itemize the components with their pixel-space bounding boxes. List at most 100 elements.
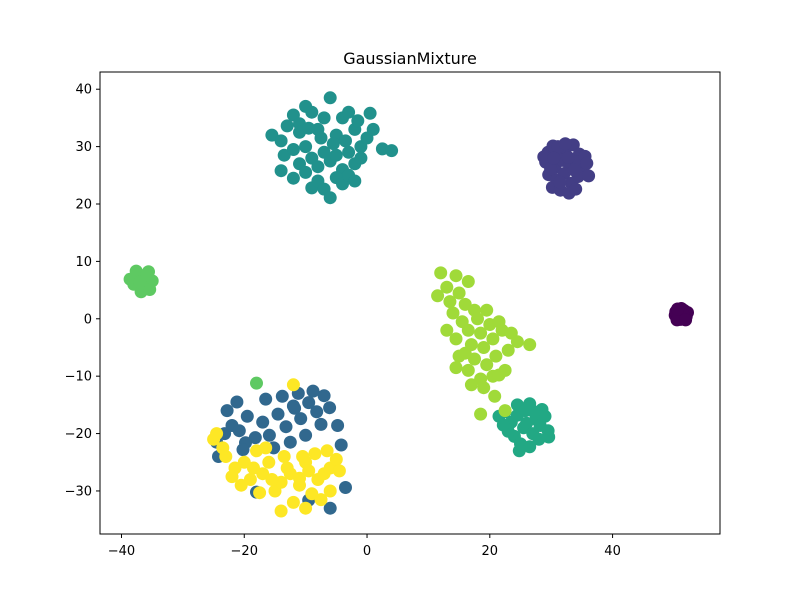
data-point-series-4-13 bbox=[532, 432, 546, 446]
data-point-series-7-38 bbox=[265, 473, 279, 486]
data-point-series-6-12 bbox=[480, 303, 494, 317]
data-point-series-7-33 bbox=[277, 450, 291, 463]
data-point-series-7-24 bbox=[274, 504, 288, 518]
data-point-series-1-21 bbox=[569, 182, 583, 196]
data-point-series-4-20 bbox=[496, 418, 510, 432]
data-point-series-2-24 bbox=[283, 435, 297, 449]
x-axis: −40 −20 0 20 40 bbox=[108, 534, 621, 559]
data-point-series-3-24 bbox=[311, 160, 325, 174]
data-point-series-1-29 bbox=[580, 156, 594, 170]
y-tick-label: −10 bbox=[65, 370, 92, 385]
x-tick-label: 0 bbox=[363, 544, 371, 559]
data-point-series-7-28 bbox=[253, 486, 267, 500]
data-points bbox=[123, 91, 694, 518]
data-point-series-6-27 bbox=[480, 358, 494, 372]
data-point-series-3-16 bbox=[366, 122, 380, 136]
data-point-series-3-49 bbox=[363, 106, 377, 120]
data-point-series-6-5 bbox=[431, 289, 445, 303]
data-point-series-7-39 bbox=[286, 378, 300, 392]
data-point-series-4-18 bbox=[533, 419, 547, 432]
data-point-series-7-21 bbox=[296, 450, 310, 463]
data-point-series-3-2 bbox=[280, 119, 294, 133]
data-point-series-2-4 bbox=[240, 409, 254, 423]
y-tick-label: 20 bbox=[75, 198, 92, 213]
data-point-series-2-17 bbox=[275, 389, 289, 403]
data-point-series-3-38 bbox=[323, 191, 337, 205]
data-point-series-7-34 bbox=[293, 471, 306, 485]
data-point-series-2-12 bbox=[302, 396, 316, 410]
data-point-series-3-44 bbox=[302, 121, 316, 135]
data-point-series-2-14 bbox=[317, 389, 331, 403]
data-point-series-6-35 bbox=[464, 378, 478, 392]
data-point-series-2-16 bbox=[259, 392, 273, 406]
data-point-series-7-1 bbox=[210, 427, 224, 441]
data-point-series-3-29 bbox=[342, 145, 356, 159]
data-point-series-2-20 bbox=[220, 404, 234, 418]
data-point-series-6-11 bbox=[471, 312, 484, 326]
data-point-series-1-25 bbox=[544, 162, 558, 176]
data-point-series-6-7 bbox=[458, 297, 472, 311]
data-point-series-3-46 bbox=[326, 137, 340, 151]
data-point-series-1-17 bbox=[582, 169, 596, 183]
data-point-series-3-42 bbox=[348, 174, 362, 188]
data-point-series-0-15 bbox=[671, 302, 685, 316]
data-point-series-1-24 bbox=[561, 151, 575, 164]
data-point-series-3-31 bbox=[354, 151, 368, 165]
data-point-series-6-28 bbox=[489, 349, 503, 363]
x-tick-label: 40 bbox=[604, 544, 621, 559]
data-point-series-2-34 bbox=[236, 443, 250, 457]
data-point-series-2-25 bbox=[299, 428, 313, 442]
data-point-series-6-19 bbox=[477, 341, 491, 354]
data-point-series-3-48 bbox=[351, 114, 365, 128]
data-point-series-1-27 bbox=[553, 175, 567, 189]
data-point-series-2-6 bbox=[256, 415, 270, 429]
data-point-series-7-20 bbox=[332, 464, 346, 478]
chart-title: GaussianMixture bbox=[343, 49, 477, 68]
data-point-series-3-27 bbox=[329, 148, 343, 162]
data-point-series-2-26 bbox=[314, 417, 328, 431]
data-point-series-4-22 bbox=[542, 430, 556, 444]
data-point-series-3-9 bbox=[323, 91, 337, 105]
axes-frame bbox=[99, 71, 721, 535]
data-point-series-4-11 bbox=[520, 416, 534, 430]
data-point-series-7-36 bbox=[216, 441, 230, 455]
data-point-series-6-31 bbox=[461, 363, 475, 377]
data-point-series-6-8 bbox=[446, 306, 460, 320]
data-point-series-7-19 bbox=[329, 452, 343, 466]
data-point-series-3-20 bbox=[286, 143, 300, 156]
y-tick-label: −30 bbox=[65, 484, 92, 499]
data-point-series-2-19 bbox=[306, 384, 320, 398]
data-point-series-6-23 bbox=[510, 335, 524, 349]
data-point-series-7-30 bbox=[225, 470, 239, 484]
data-point-series-3-45 bbox=[314, 131, 328, 145]
data-point-series-2-13 bbox=[310, 405, 324, 419]
data-point-series-3-34 bbox=[299, 165, 313, 179]
data-point-series-5-12 bbox=[250, 376, 263, 390]
data-point-series-6-13 bbox=[461, 323, 475, 337]
data-point-series-3-47 bbox=[339, 134, 352, 148]
data-point-series-3-32 bbox=[274, 164, 288, 178]
data-point-series-2-21 bbox=[230, 395, 244, 409]
data-point-series-6-30 bbox=[449, 361, 463, 375]
x-tick-label: −40 bbox=[108, 544, 135, 559]
data-point-series-3-1 bbox=[274, 134, 288, 148]
data-point-series-5-8 bbox=[123, 272, 137, 286]
y-tick-label: 10 bbox=[75, 255, 92, 270]
data-point-series-6-0 bbox=[434, 266, 448, 280]
data-point-series-6-3 bbox=[452, 286, 466, 300]
data-point-series-3-8 bbox=[317, 111, 331, 125]
data-point-series-7-22 bbox=[308, 447, 322, 461]
data-point-series-1-28 bbox=[537, 150, 551, 164]
data-point-series-6-17 bbox=[449, 332, 463, 346]
data-point-series-6-6 bbox=[443, 295, 457, 309]
data-point-series-2-35 bbox=[288, 401, 302, 415]
data-point-series-3-33 bbox=[286, 171, 300, 185]
data-point-series-6-20 bbox=[486, 332, 500, 346]
data-point-series-7-12 bbox=[286, 495, 300, 509]
y-tick-label: 40 bbox=[75, 83, 92, 98]
data-point-series-4-21 bbox=[527, 405, 541, 419]
plot-area bbox=[123, 91, 694, 518]
data-point-series-2-7 bbox=[262, 428, 276, 442]
